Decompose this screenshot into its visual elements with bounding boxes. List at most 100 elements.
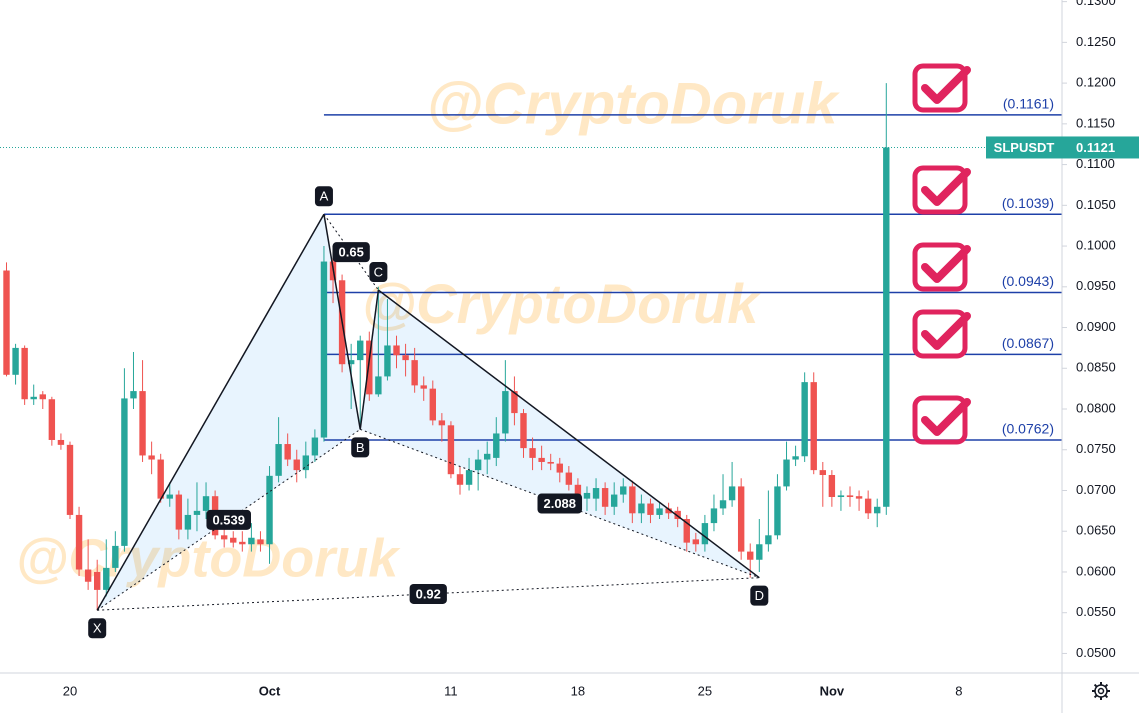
check-icon (912, 63, 971, 113)
candle-body (366, 340, 373, 395)
candle-body (538, 457, 545, 462)
y-tick-label: 0.1250 (1076, 34, 1116, 49)
candle-body (728, 486, 736, 501)
candle-body (12, 347, 19, 375)
check-icon (912, 165, 971, 215)
level-label: (0.0762) (1002, 421, 1054, 437)
check-icons (912, 63, 971, 445)
level-label: (0.1039) (1002, 195, 1054, 211)
candle-body (266, 475, 273, 545)
candle-body (447, 425, 455, 475)
candle-body (819, 470, 826, 476)
candle-body (357, 340, 364, 361)
candle-body (665, 508, 672, 514)
check-icon (912, 395, 971, 445)
candle-body (737, 486, 745, 552)
candle-body (57, 439, 65, 445)
pattern-line (96, 213, 325, 611)
candle-body (411, 360, 418, 386)
candle-body (756, 544, 763, 560)
candle-body (529, 448, 536, 458)
ratio-label: 2.088 (543, 496, 576, 511)
x-tick-label: 20 (63, 683, 77, 698)
y-tick-label: 0.0700 (1076, 482, 1116, 497)
candle-body (375, 376, 382, 395)
pattern-line (323, 214, 361, 430)
level-label: (0.1161) (1003, 96, 1054, 112)
check-icon (912, 242, 971, 292)
level-label: (0.0867) (1002, 335, 1054, 351)
y-tick-label: 0.0650 (1076, 523, 1116, 538)
candle-body (874, 506, 881, 514)
candle-body (484, 453, 491, 460)
point-box (750, 585, 769, 606)
candle-body (239, 541, 246, 545)
y-tick-label: 0.1200 (1076, 75, 1116, 90)
point-box (314, 186, 333, 207)
point-box (351, 437, 370, 458)
candle-body (864, 498, 872, 514)
candle-body (429, 388, 436, 421)
candle-body (420, 385, 427, 389)
candle-body (620, 486, 627, 495)
watermark: @CryptoDoruk (426, 71, 840, 136)
point-box (369, 262, 388, 283)
candle-body (592, 488, 600, 499)
candle-body (465, 470, 473, 485)
candle-body (601, 488, 609, 507)
candle-body (493, 433, 500, 458)
y-tick-label: 0.0600 (1076, 563, 1116, 578)
candle-body (293, 459, 300, 471)
candle-body (828, 475, 836, 498)
candle-body (320, 261, 328, 438)
pattern-line (96, 428, 361, 611)
candle-body (139, 391, 146, 456)
candle-body (402, 355, 409, 361)
y-tick-label: 0.0500 (1076, 645, 1116, 660)
candle-body (565, 472, 573, 485)
settings-icon[interactable] (1092, 682, 1110, 700)
ratio-box (409, 583, 447, 604)
ratio-box (206, 509, 251, 530)
price-tag (1062, 136, 1139, 159)
candle-body (230, 537, 237, 543)
candle-body (193, 510, 201, 515)
candle-body (629, 486, 636, 514)
candle-body (275, 444, 282, 476)
y-tick-label: 0.0750 (1076, 441, 1116, 456)
y-tick-label: 0.0850 (1076, 360, 1116, 375)
watermark: @CryptoDoruk (362, 272, 762, 335)
candle-body (474, 459, 482, 471)
candle-body (520, 413, 527, 449)
y-tick-label: 0.1050 (1076, 197, 1116, 212)
candle-body (75, 514, 83, 570)
symbol-tag (986, 136, 1062, 159)
candle-body (456, 474, 464, 485)
candle-body (39, 394, 46, 400)
candle-body (701, 523, 709, 545)
x-tick-label: Oct (259, 683, 281, 698)
candle-body (683, 519, 690, 543)
pattern-line (360, 428, 760, 579)
candle-body (692, 539, 700, 545)
candle-body (556, 463, 563, 473)
y-tick-label: 0.0550 (1076, 604, 1116, 619)
ratio-label: 0.65 (339, 245, 364, 260)
candle-body (184, 514, 192, 530)
candle-body (674, 510, 681, 520)
candle-body (547, 461, 554, 464)
candle-body (837, 495, 845, 498)
candle-body (883, 147, 890, 507)
ratio-label: 0.539 (212, 512, 245, 527)
candle-body (220, 535, 228, 540)
candle-body (801, 382, 808, 457)
candle-body (583, 492, 591, 499)
pattern-line (377, 289, 760, 579)
ratio-label: 0.92 (416, 586, 441, 601)
y-tick-label: 0.0950 (1076, 278, 1116, 293)
candle-body (719, 500, 727, 509)
candle-body (130, 391, 137, 399)
y-tick-label: 0.1150 (1076, 115, 1115, 130)
candle-body (202, 496, 210, 511)
